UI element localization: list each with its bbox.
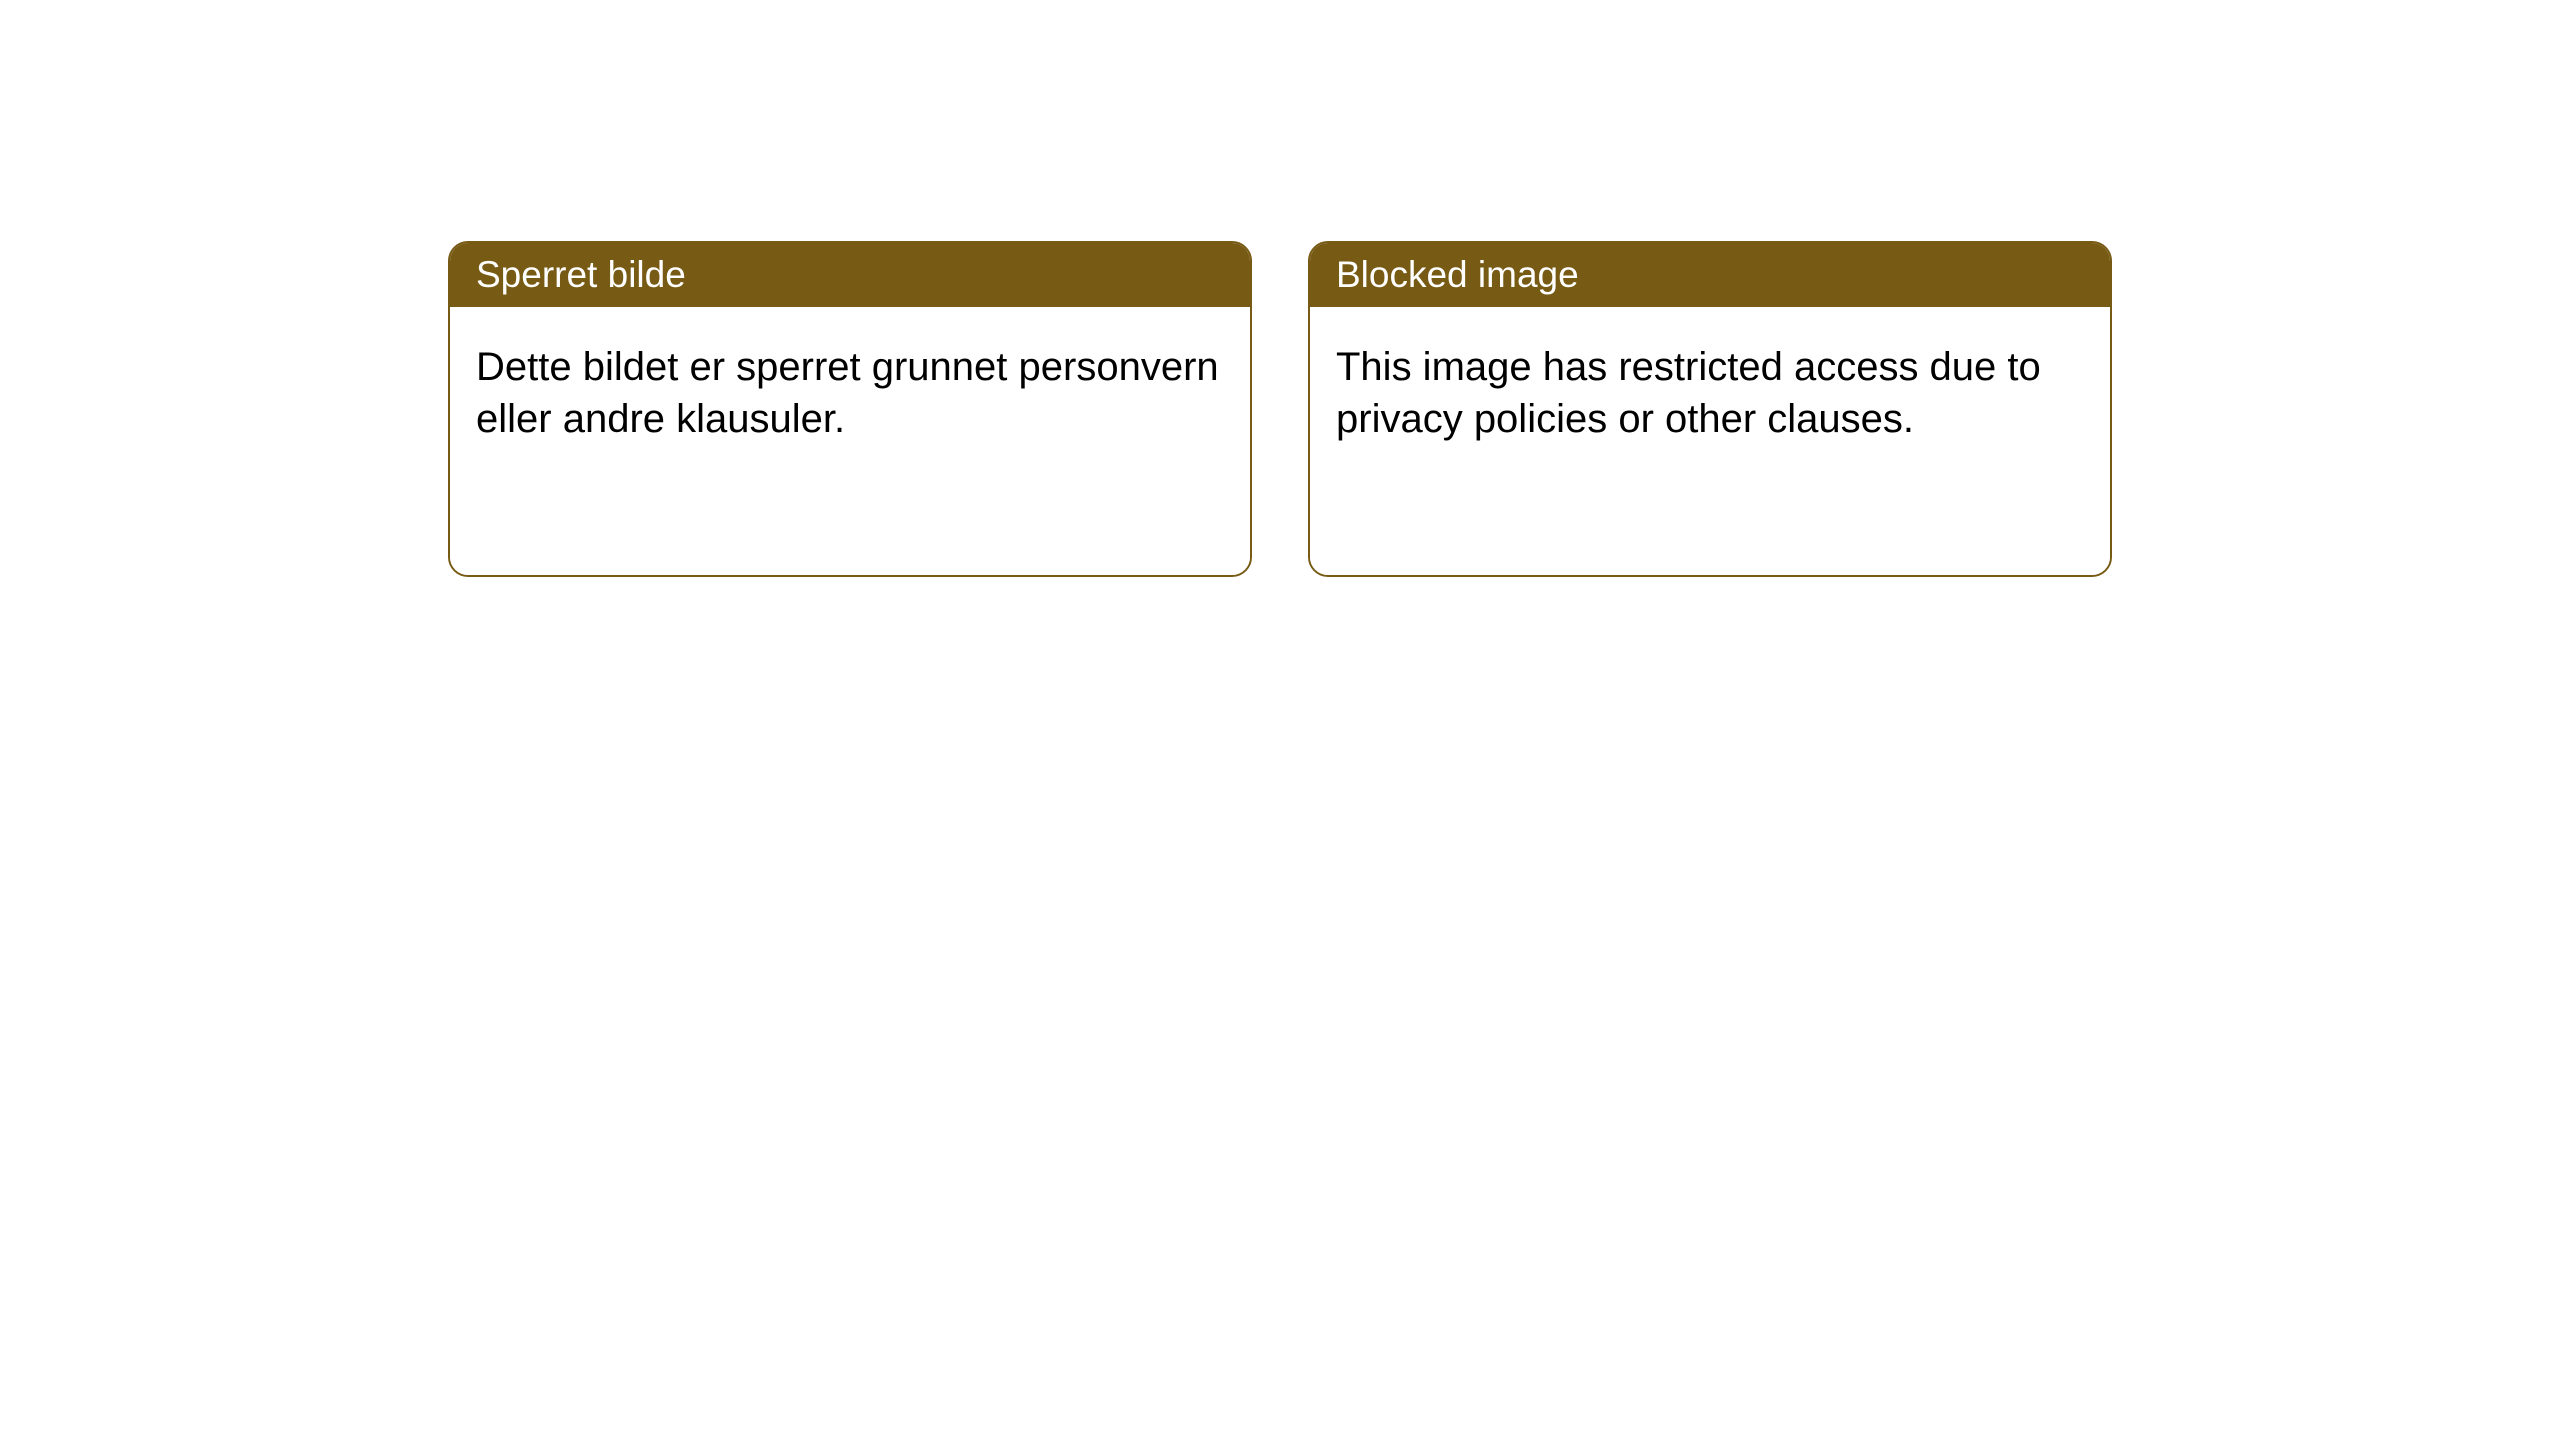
notice-body-en: This image has restricted access due to … xyxy=(1310,307,2110,575)
notice-title: Sperret bilde xyxy=(476,254,686,295)
notice-card-en: Blocked image This image has restricted … xyxy=(1308,241,2112,577)
notice-body-text: Dette bildet er sperret grunnet personve… xyxy=(476,345,1219,441)
notice-body-nb: Dette bildet er sperret grunnet personve… xyxy=(450,307,1250,575)
notice-header-nb: Sperret bilde xyxy=(450,243,1250,307)
notice-body-text: This image has restricted access due to … xyxy=(1336,345,2041,441)
notice-card-nb: Sperret bilde Dette bildet er sperret gr… xyxy=(448,241,1252,577)
notice-title: Blocked image xyxy=(1336,254,1579,295)
notice-header-en: Blocked image xyxy=(1310,243,2110,307)
notice-container: Sperret bilde Dette bildet er sperret gr… xyxy=(0,0,2560,577)
